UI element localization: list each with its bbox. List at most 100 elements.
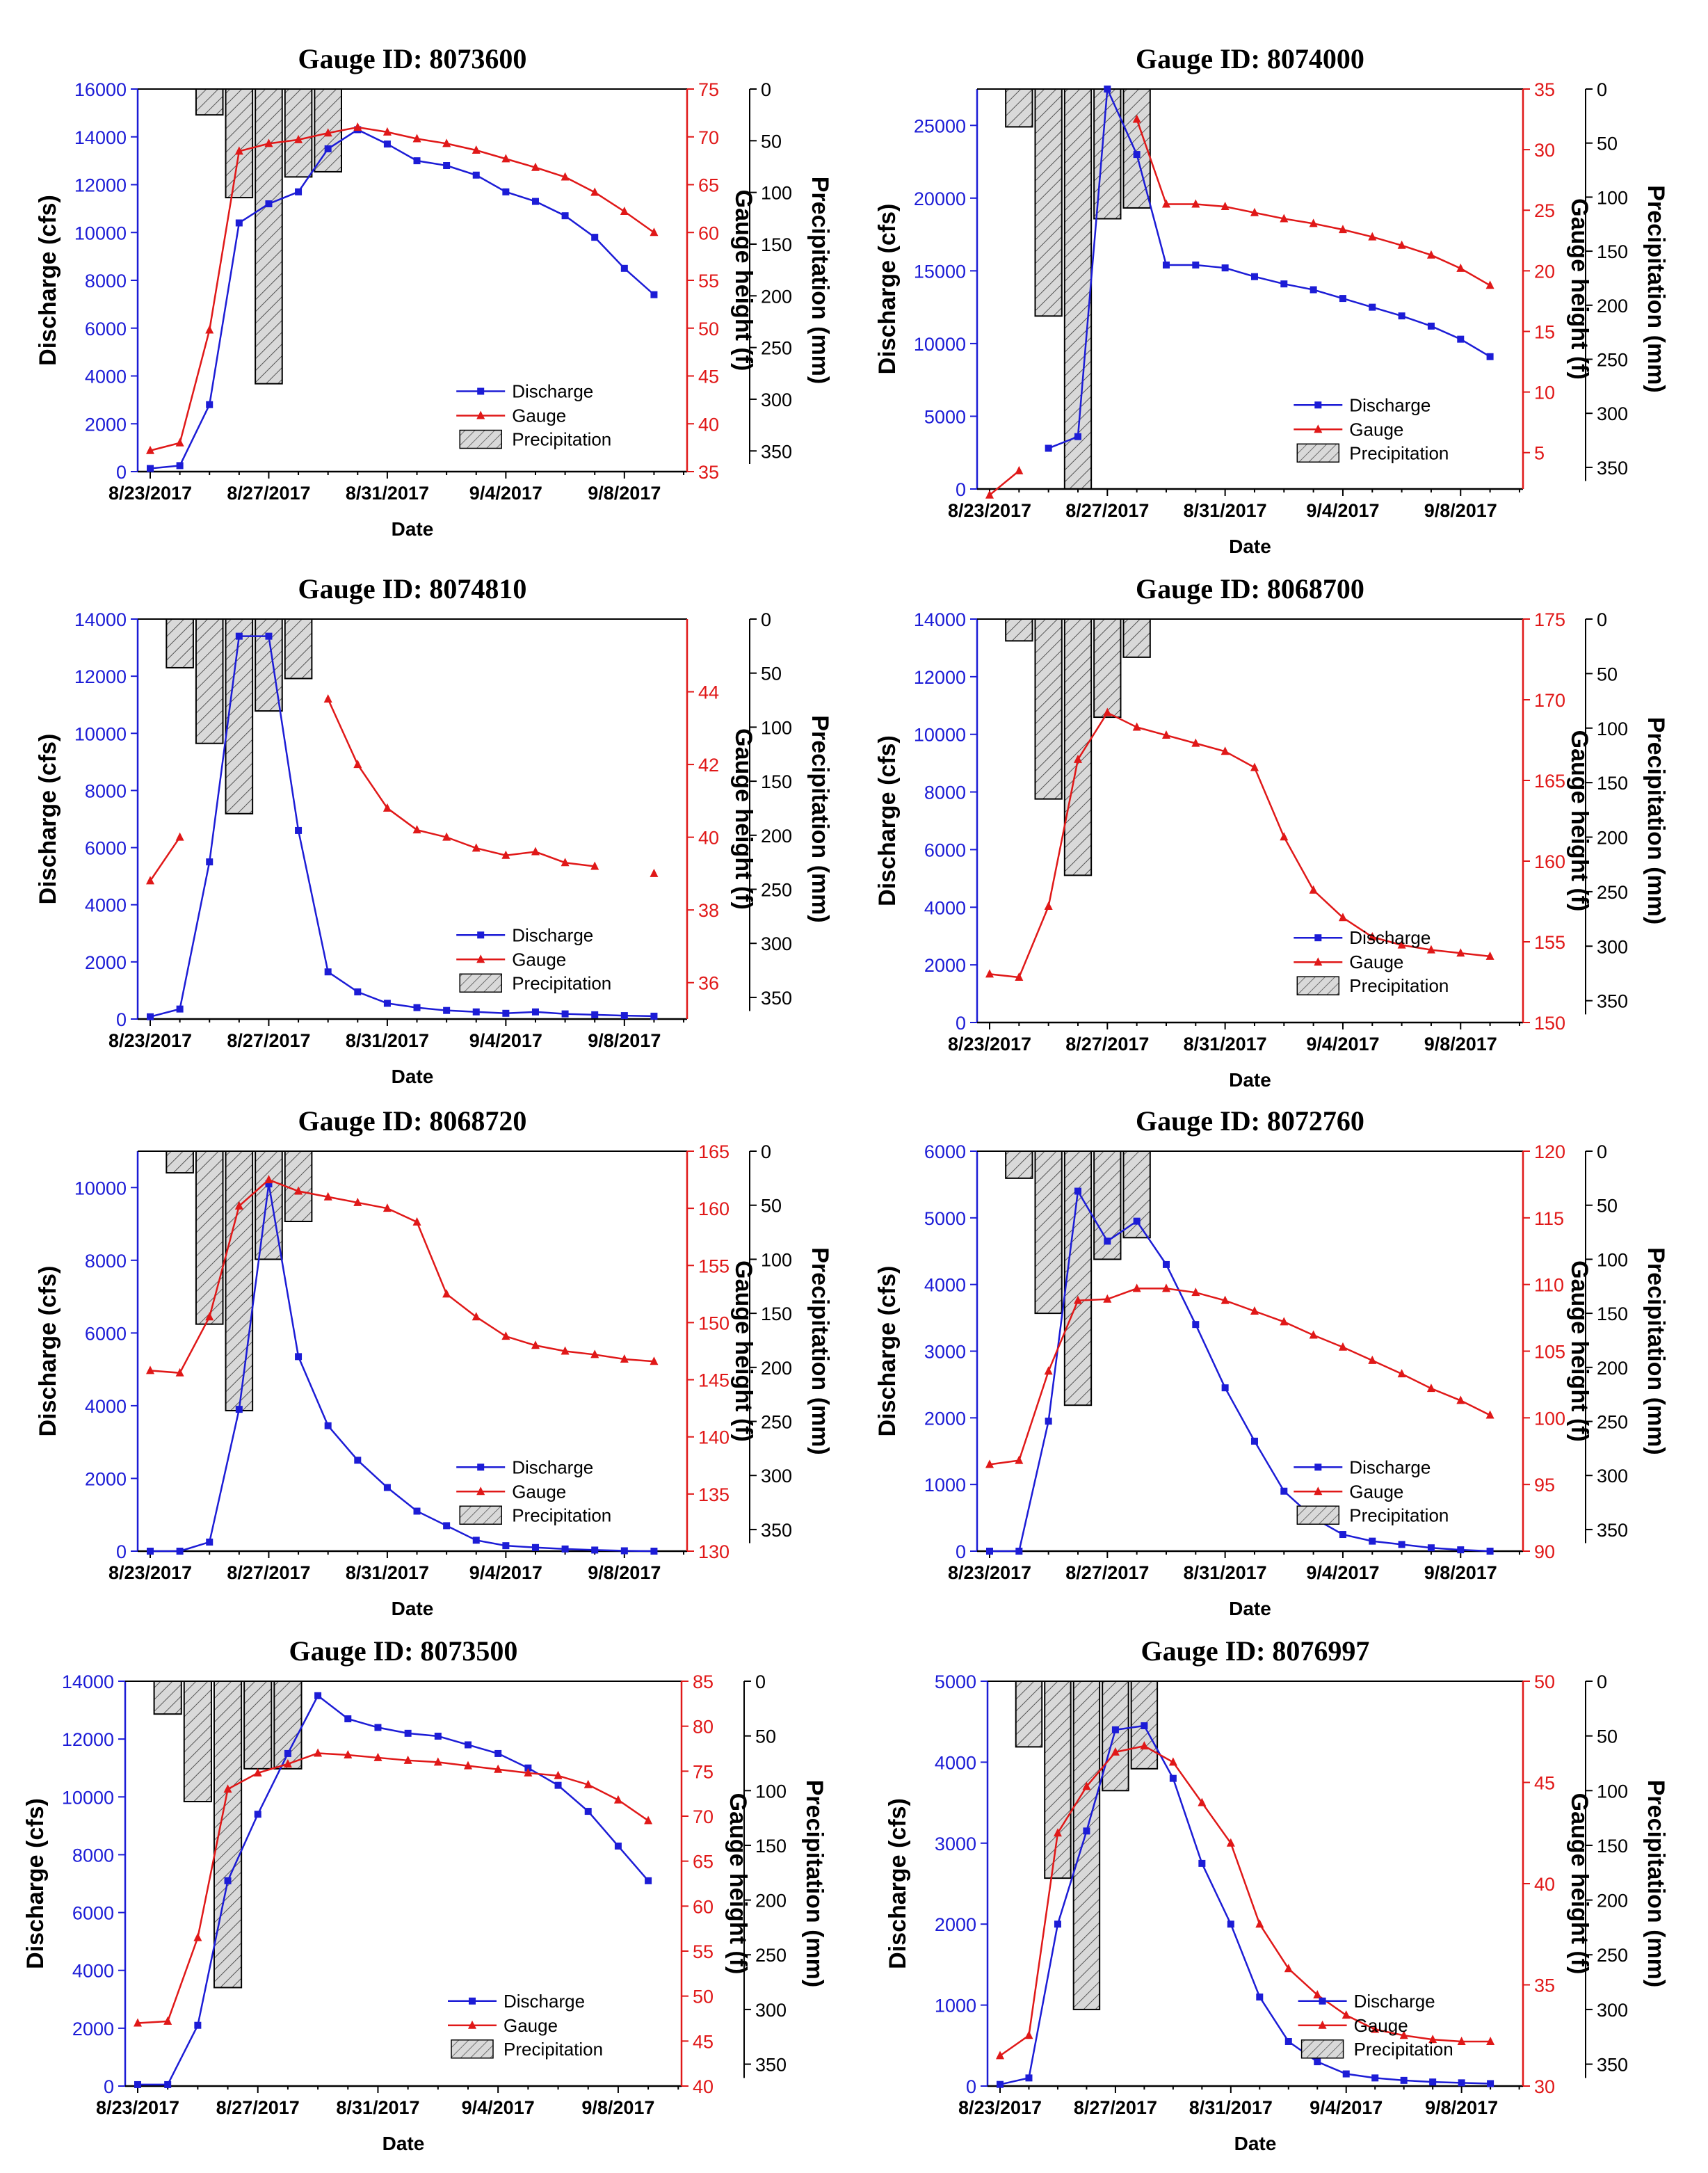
discharge-point xyxy=(443,162,451,169)
legend-discharge-label: Discharge xyxy=(512,1457,593,1477)
legend-precip-label: Precipitation xyxy=(1349,1505,1449,1525)
y-axis-label-right: Gauge height (f) xyxy=(1566,1793,1593,1975)
gauge-point xyxy=(1015,465,1024,474)
right-tick-label: 155 xyxy=(698,1256,730,1276)
legend-gauge-label: Gauge xyxy=(512,406,566,426)
precipitation-bar xyxy=(1122,1150,1151,1239)
right-tick-label: 135 xyxy=(698,1484,730,1505)
discharge-point xyxy=(1045,444,1052,452)
legend-gauge-marker xyxy=(1318,2020,1327,2029)
discharge-point xyxy=(531,1008,539,1016)
x-axis-label: Date xyxy=(392,1598,434,1619)
y-axis-label-precip: Precipitation (mm) xyxy=(1643,1247,1669,1454)
discharge-point xyxy=(443,1522,451,1530)
discharge-point xyxy=(620,1012,628,1020)
chart-panel-7: Gauge ID: 807350002000400060008000100001… xyxy=(22,1635,828,2154)
left-tick-label: 6000 xyxy=(72,1903,114,1924)
chart-panel-8: Gauge ID: 807699701000200030004000500030… xyxy=(885,1635,1669,2154)
discharge-point xyxy=(1342,2070,1350,2078)
left-tick-label: 15000 xyxy=(914,261,966,282)
gauge-point xyxy=(146,1365,154,1374)
discharge-point xyxy=(194,2021,202,2029)
gauge-point xyxy=(1485,951,1494,960)
left-tick-label: 8000 xyxy=(85,271,127,291)
gauge-point xyxy=(650,1356,659,1365)
gauge-point xyxy=(1309,885,1318,894)
x-axis-label: Date xyxy=(382,2133,425,2154)
legend-discharge-label: Discharge xyxy=(1349,927,1431,948)
precip-tick-label: 0 xyxy=(755,1671,766,1692)
x-tick-label: 9/4/2017 xyxy=(469,483,542,504)
precip-tick-label: 250 xyxy=(755,1945,787,1966)
x-axis-label: Date xyxy=(1229,1598,1271,1619)
x-tick-label: 8/31/2017 xyxy=(1184,1034,1267,1055)
legend-precip-swatch xyxy=(459,973,502,993)
discharge-point xyxy=(1371,2074,1379,2082)
gauge-point xyxy=(590,187,599,196)
gauge-point xyxy=(403,1755,412,1764)
right-tick-label: 50 xyxy=(693,1987,714,2007)
left-tick-label: 14000 xyxy=(74,609,127,630)
gauge-point xyxy=(1371,2024,1380,2033)
discharge-point xyxy=(614,1842,622,1850)
gauge-point xyxy=(1161,199,1170,208)
legend-precip-label: Precipitation xyxy=(1349,442,1449,463)
gauge-point xyxy=(590,861,599,870)
precip-tick-label: 50 xyxy=(1597,1196,1618,1217)
legend-precip-label: Precipitation xyxy=(512,972,611,993)
discharge-point xyxy=(1162,1260,1170,1268)
legend-discharge-label: Discharge xyxy=(1354,1991,1435,2012)
y-axis-label-right: Gauge height (f) xyxy=(730,190,757,371)
gauge-point xyxy=(1397,240,1406,249)
x-tick-label: 9/4/2017 xyxy=(1310,2097,1383,2118)
discharge-point xyxy=(1227,1921,1234,1928)
gauge-point xyxy=(531,162,540,171)
left-tick-label: 6000 xyxy=(924,840,966,860)
gauge-point xyxy=(412,1217,421,1226)
precip-tick-label: 200 xyxy=(1597,296,1628,316)
precip-tick-label: 250 xyxy=(1597,1412,1628,1433)
x-tick-label: 9/4/2017 xyxy=(462,2097,535,2118)
discharge-point xyxy=(354,988,362,995)
precipitation-bar xyxy=(225,88,254,199)
series-line-gauge xyxy=(149,836,181,882)
discharge-point xyxy=(1250,273,1258,280)
legend-gauge-label: Gauge xyxy=(503,2015,558,2036)
discharge-point xyxy=(235,632,243,640)
precip-tick-label: 200 xyxy=(1597,828,1628,849)
gauge-point xyxy=(146,445,154,454)
precipitation-bar xyxy=(1072,1681,1101,2010)
discharge-point xyxy=(1458,2079,1465,2087)
left-tick-label: 4000 xyxy=(935,1752,976,1773)
precip-tick-label: 50 xyxy=(755,1726,776,1747)
x-tick-label: 9/8/2017 xyxy=(588,1562,661,1583)
x-tick-label: 9/8/2017 xyxy=(1424,1034,1497,1055)
gauge-point xyxy=(1368,932,1377,941)
gauge-point xyxy=(1368,232,1377,241)
right-tick-label: 150 xyxy=(698,1313,730,1333)
legend-precip-swatch xyxy=(459,429,502,449)
precip-tick-label: 0 xyxy=(1597,1141,1607,1162)
precip-tick-label: 0 xyxy=(1597,609,1607,630)
x-tick-label: 8/23/2017 xyxy=(108,1562,192,1583)
precip-tick-label: 350 xyxy=(1597,2055,1628,2076)
right-tick-label: 75 xyxy=(698,79,719,100)
right-tick-label: 35 xyxy=(698,462,719,483)
legend-gauge-marker xyxy=(476,954,485,963)
discharge-point xyxy=(295,826,303,834)
chart-panel-4: Gauge ID: 806870002000400060008000100001… xyxy=(874,573,1669,1091)
discharge-point xyxy=(472,1008,480,1016)
precipitation-bar xyxy=(195,1150,224,1325)
gauge-point xyxy=(253,1767,262,1777)
precip-tick-label: 50 xyxy=(761,131,782,152)
y-axis-label-precip: Precipitation (mm) xyxy=(807,715,833,922)
y-axis-label-precip: Precipitation (mm) xyxy=(1643,185,1669,392)
discharge-point xyxy=(1339,1531,1346,1539)
legend-discharge-marker xyxy=(1314,934,1322,942)
discharge-point xyxy=(561,212,569,220)
discharge-point xyxy=(1310,286,1317,294)
left-tick-label: 12000 xyxy=(74,666,127,687)
gauge-point xyxy=(1428,2035,1437,2044)
precip-tick-label: 300 xyxy=(761,933,792,954)
